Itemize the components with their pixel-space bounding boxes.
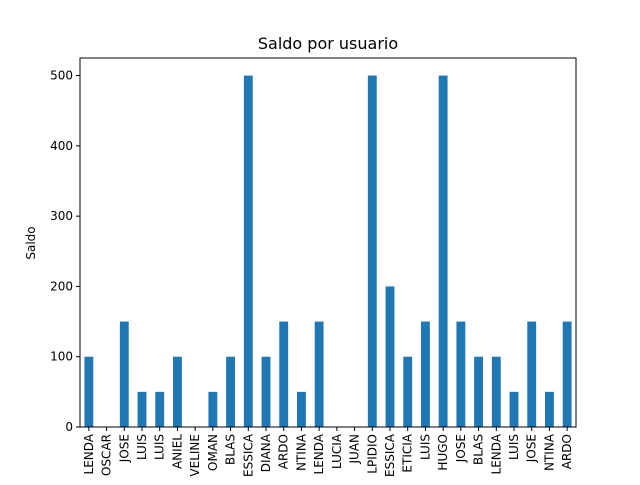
x-tick-label-12: NTINA: [294, 433, 308, 471]
y-tick-label-4: 400: [50, 139, 73, 153]
y-axis-label: Saldo: [24, 226, 38, 259]
x-tick-label-19: LUIS: [418, 434, 432, 460]
y-tick-label-0: 0: [65, 420, 73, 434]
y-tick-label-1: 100: [50, 350, 73, 364]
x-tick-label-9: ESSICA: [241, 433, 255, 477]
bar-2: [119, 321, 129, 427]
x-tick-label-0: LENDA: [82, 433, 96, 474]
bar-18: [403, 356, 413, 427]
bar-26: [545, 391, 554, 427]
bar-25: [527, 321, 537, 427]
bar-21: [456, 321, 466, 427]
bar-27: [562, 321, 572, 427]
bar-24: [509, 391, 519, 427]
bar-7: [208, 391, 218, 427]
x-tick-label-8: BLAS: [224, 434, 238, 465]
bar-9: [243, 75, 253, 427]
bar-12: [297, 391, 306, 427]
x-tick-label-25: JOSE: [525, 434, 539, 463]
x-tick-label-24: LUIS: [507, 434, 521, 460]
bar-4: [155, 391, 165, 427]
y-tick-label-5: 500: [50, 69, 73, 83]
x-tick-label-15: JUAN: [348, 434, 362, 465]
x-tick-label-3: LUIS: [135, 434, 149, 460]
x-tick-label-1: OSCAR: [100, 434, 114, 476]
bar-13: [314, 321, 324, 427]
x-tick-label-22: BLAS: [472, 434, 486, 465]
bar-23: [491, 356, 501, 427]
x-tick-label-13: LENDA: [312, 433, 326, 474]
bar-16: [367, 75, 377, 427]
bar-17: [385, 286, 395, 427]
x-tick-label-18: ETICIA: [401, 433, 415, 472]
bar-3: [137, 391, 147, 427]
bar-11: [279, 321, 289, 427]
x-tick-label-2: JOSE: [117, 434, 131, 463]
x-tick-label-14: LUCIA: [330, 433, 344, 469]
x-tick-label-27: ARDO: [560, 434, 574, 469]
y-tick-label-2: 200: [50, 279, 73, 293]
x-tick-label-16: LPIDIO: [365, 434, 379, 474]
bar-22: [474, 356, 483, 427]
bar-0: [84, 356, 94, 427]
x-tick-label-5: ANIEL: [170, 434, 184, 469]
chart-title: Saldo por usuario: [258, 34, 398, 53]
bar-5: [173, 356, 182, 427]
x-tick-label-17: ESSICA: [383, 433, 397, 477]
x-tick-label-4: LUIS: [153, 434, 167, 460]
x-tick-label-20: HUGO: [436, 434, 450, 471]
x-tick-label-26: NTINA: [542, 433, 556, 471]
bar-8: [226, 356, 235, 427]
x-tick-label-11: ARDO: [277, 434, 291, 469]
bar-20: [438, 75, 448, 427]
bar-10: [261, 356, 271, 427]
axes-frame: [79, 57, 577, 428]
x-tick-label-10: DIANA: [259, 433, 273, 472]
x-tick-label-23: LENDA: [489, 433, 503, 474]
bar-19: [421, 321, 430, 427]
y-tick-label-3: 300: [50, 209, 73, 223]
x-tick-label-7: OMAN: [206, 434, 220, 471]
x-tick-label-6: VELINE: [188, 434, 202, 477]
x-tick-label-21: JOSE: [454, 434, 468, 463]
